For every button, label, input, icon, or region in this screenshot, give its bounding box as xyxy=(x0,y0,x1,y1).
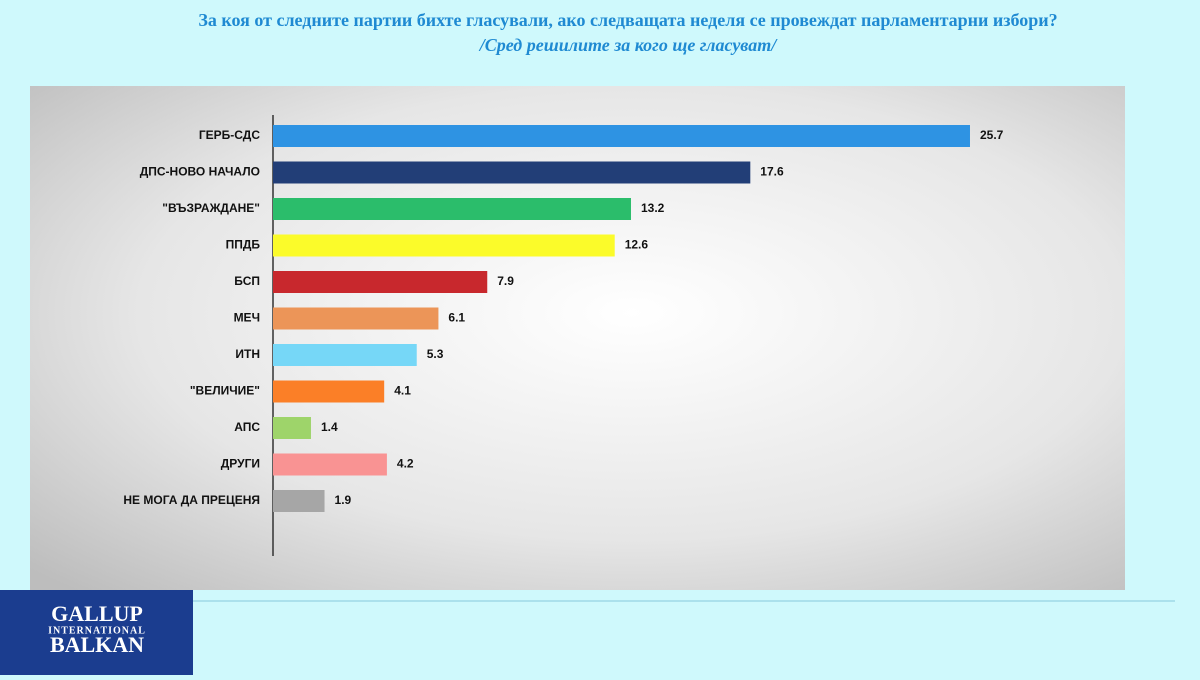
logo-box xyxy=(0,590,193,675)
category-label: НЕ МОГА ДА ПРЕЦЕНЯ xyxy=(123,493,260,507)
value-label: 5.3 xyxy=(427,347,444,361)
category-label: ИТН xyxy=(235,347,260,361)
category-label: ГЕРБ-СДС xyxy=(199,128,260,142)
bar xyxy=(273,271,488,293)
bar xyxy=(273,453,387,476)
value-label: 13.2 xyxy=(641,201,665,215)
value-label: 1.9 xyxy=(335,493,352,507)
value-label: 4.2 xyxy=(397,457,414,471)
bar xyxy=(273,380,385,403)
logo-text: INTERNATIONAL xyxy=(48,625,146,636)
bar xyxy=(273,344,417,366)
logo-text: BALKAN xyxy=(50,632,144,657)
bar xyxy=(273,307,439,330)
bar xyxy=(273,161,751,184)
chart-title: За коя от следните партии бихте гласувал… xyxy=(198,10,1057,30)
category-label: АПС xyxy=(234,420,260,434)
category-label: "ВЕЛИЧИЕ" xyxy=(190,384,260,398)
category-label: БСП xyxy=(234,274,260,288)
category-label: ДПС-НОВО НАЧАЛО xyxy=(140,165,260,179)
bar xyxy=(273,490,325,512)
category-label: ППДБ xyxy=(226,238,261,252)
bar xyxy=(273,198,631,220)
value-label: 1.4 xyxy=(321,420,338,434)
bar xyxy=(273,125,970,147)
category-label: ДРУГИ xyxy=(221,457,260,471)
bar xyxy=(273,417,311,439)
value-label: 6.1 xyxy=(448,311,465,325)
bar xyxy=(273,234,615,257)
chart-subtitle: /Сред решилите за кого ще гласуват/ xyxy=(478,35,778,55)
category-label: МЕЧ xyxy=(234,311,260,325)
value-label: 7.9 xyxy=(497,274,514,288)
value-label: 4.1 xyxy=(394,384,411,398)
value-label: 12.6 xyxy=(625,238,649,252)
value-label: 25.7 xyxy=(980,128,1004,142)
logo-text: GALLUP xyxy=(51,601,143,626)
category-label: "ВЪЗРАЖДАНЕ" xyxy=(162,201,260,215)
value-label: 17.6 xyxy=(760,165,784,179)
